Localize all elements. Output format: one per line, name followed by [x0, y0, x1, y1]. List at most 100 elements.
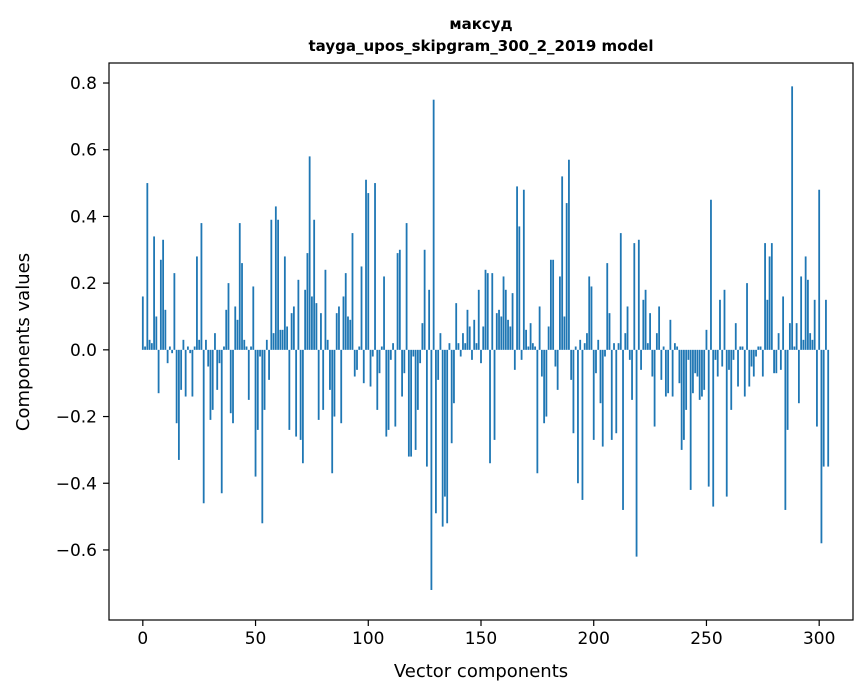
bar-component-126 [425, 349, 428, 467]
bar-component-217 [631, 349, 633, 400]
bar-component-94 [353, 349, 356, 377]
bar-component-278 [768, 256, 771, 350]
bar-component-267 [743, 349, 746, 397]
bar-component-141 [459, 349, 462, 357]
bar-component-121 [414, 349, 417, 450]
bar-component-153 [486, 273, 489, 350]
bar-component-65 [288, 349, 291, 430]
bar-component-132 [439, 333, 442, 350]
chart-title-line-2: tayga_upos_skipgram_300_2_2019 model [309, 37, 654, 55]
bar-component-195 [581, 349, 584, 500]
bar-component-260 [728, 349, 730, 370]
bar-component-282 [777, 333, 780, 350]
x-axis-label: Vector components [394, 661, 568, 682]
bar-component-106 [380, 346, 383, 350]
bar-component-87 [338, 306, 340, 350]
bar-component-70 [299, 349, 302, 440]
bar-component-138 [453, 349, 455, 404]
bar-component-78 [317, 349, 320, 420]
bar-component-84 [331, 349, 334, 474]
bar-component-23 [193, 346, 196, 350]
bar-component-38 [227, 283, 230, 350]
bar-component-77 [315, 303, 318, 350]
bar-component-41 [234, 306, 237, 350]
bar-component-171 [527, 346, 530, 350]
bar-component-198 [588, 276, 591, 350]
bar-component-107 [383, 276, 385, 350]
bar-component-203 [599, 349, 602, 404]
bar-component-5 [153, 236, 155, 350]
bar-component-144 [466, 309, 469, 350]
bar-component-246 [696, 349, 699, 377]
bar-component-145 [468, 326, 471, 350]
bar-component-34 [218, 349, 221, 364]
bar-component-54 [263, 349, 266, 410]
bar-component-164 [511, 293, 514, 350]
bar-component-112 [394, 349, 397, 427]
bar-component-202 [597, 339, 600, 350]
bar-component-158 [498, 309, 500, 350]
x-tick-label: 0 [137, 629, 148, 649]
bar-component-0 [141, 296, 144, 350]
bar-component-16 [177, 349, 180, 460]
bar-component-128 [430, 349, 433, 590]
bar-component-2 [146, 183, 149, 350]
bar-component-98 [362, 349, 365, 384]
bar-component-186 [561, 176, 564, 350]
bar-component-297 [811, 339, 814, 350]
bar-component-157 [495, 313, 498, 350]
bar-component-228 [655, 333, 658, 350]
bar-component-192 [574, 346, 577, 350]
x-tick-label: 250 [690, 629, 722, 649]
bar-component-301 [820, 349, 823, 544]
x-axis-ticks: 0 50 100 150 200 250 300 [137, 620, 835, 649]
bar-component-247 [698, 349, 701, 400]
bar-component-72 [304, 289, 307, 350]
x-tick-label: 300 [803, 629, 835, 649]
y-tick-label: −0.2 [56, 408, 97, 428]
bar-component-136 [448, 343, 451, 350]
bar-component-93 [351, 233, 354, 350]
bar-component-61 [279, 329, 282, 350]
bar-component-142 [462, 333, 464, 350]
chart-title-line-1: максуд [449, 15, 512, 33]
bar-component-199 [590, 286, 593, 350]
bar-component-288 [791, 86, 794, 350]
bar-component-91 [347, 316, 349, 350]
bar-component-14 [173, 273, 176, 350]
bar-component-103 [374, 183, 376, 350]
y-tick-label: 0.6 [70, 141, 97, 161]
bar-component-213 [622, 349, 624, 510]
bar-component-279 [770, 243, 773, 350]
bar-component-238 [678, 349, 681, 384]
bar-component-220 [637, 239, 640, 350]
y-tick-label: 0.8 [70, 74, 97, 94]
bar-component-168 [520, 349, 523, 360]
y-tick-label: −0.6 [56, 541, 97, 561]
bar-component-169 [522, 189, 525, 350]
bar-component-239 [680, 349, 683, 450]
bar-component-29 [207, 349, 210, 367]
bar-component-104 [376, 349, 379, 410]
x-tick-label: 150 [465, 629, 497, 649]
bars-group [141, 86, 830, 590]
bar-component-218 [633, 243, 636, 350]
bar-component-118 [407, 349, 410, 457]
bar-component-243 [689, 349, 692, 490]
bar-component-11 [166, 349, 169, 364]
bar-component-280 [773, 349, 775, 374]
bar-component-182 [552, 259, 555, 350]
bar-component-27 [202, 349, 205, 504]
bar-component-261 [730, 349, 733, 410]
bar-component-259 [725, 349, 728, 497]
bar-component-110 [389, 349, 392, 360]
bar-component-67 [292, 306, 295, 350]
bar-component-248 [701, 349, 703, 397]
bar-component-28 [205, 339, 207, 350]
bar-component-244 [692, 349, 694, 394]
bar-component-269 [748, 349, 751, 387]
bar-component-215 [626, 306, 629, 350]
bar-component-287 [788, 323, 791, 350]
bar-component-226 [651, 349, 654, 377]
bar-component-152 [484, 269, 487, 350]
